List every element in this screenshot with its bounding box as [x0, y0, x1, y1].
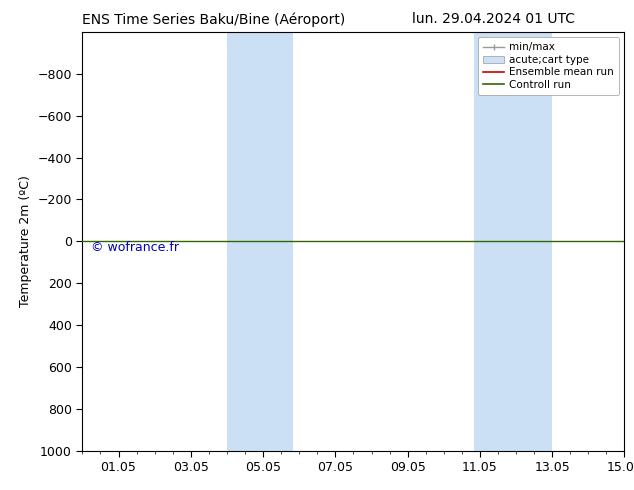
Text: ENS Time Series Baku/Bine (Aéroport): ENS Time Series Baku/Bine (Aéroport)	[82, 12, 346, 27]
Legend: min/max, acute;cart type, Ensemble mean run, Controll run: min/max, acute;cart type, Ensemble mean …	[478, 37, 619, 95]
Bar	[474, 32, 552, 451]
Y-axis label: Temperature 2m (ºC): Temperature 2m (ºC)	[19, 175, 32, 307]
Text: © wofrance.fr: © wofrance.fr	[91, 241, 179, 254]
Bar	[227, 32, 293, 451]
Text: lun. 29.04.2024 01 UTC: lun. 29.04.2024 01 UTC	[412, 12, 575, 26]
